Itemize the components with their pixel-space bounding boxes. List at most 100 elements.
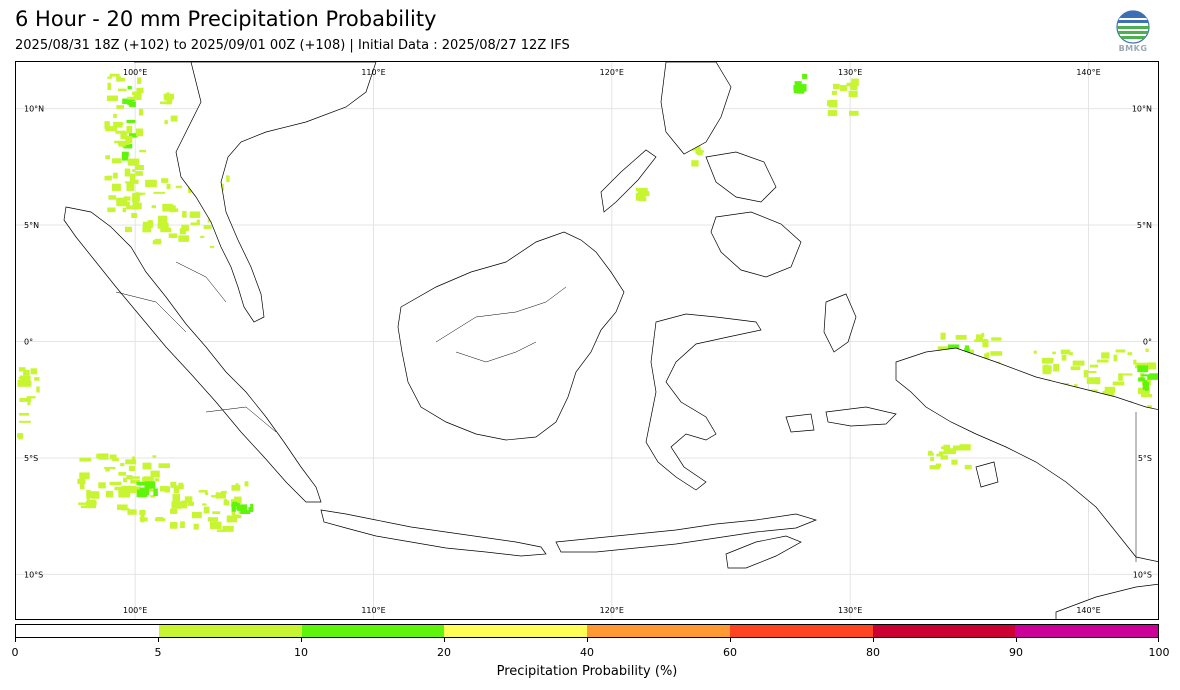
precip-cell [139, 149, 147, 153]
precip-cell [1101, 352, 1110, 359]
colorbar-tick [15, 638, 16, 642]
precip-cell [85, 504, 97, 509]
precip-cell [1060, 349, 1071, 355]
lat-tick-label-right: 5°N [1137, 221, 1152, 230]
coastline-luzon [660, 62, 732, 155]
colorbar-title: Precipitation Probability (%) [496, 664, 678, 679]
precip-cell [1096, 359, 1109, 363]
coastline-new-guinea [895, 347, 1158, 562]
precip-cell [1138, 377, 1145, 382]
precip-cell [105, 468, 110, 472]
precip-cell [166, 184, 171, 190]
precip-cell [120, 462, 125, 467]
precip-cell [189, 211, 201, 218]
precip-cell [79, 457, 92, 462]
precip-cell [23, 369, 30, 376]
precip-cell [1133, 359, 1137, 365]
precip-cell [202, 503, 207, 506]
precip-cell [122, 143, 131, 148]
precip-cell [848, 110, 859, 116]
precip-cell [128, 133, 138, 138]
colorbar-tick [444, 638, 445, 642]
precip-cell [162, 203, 173, 212]
precip-cell [153, 488, 158, 497]
precip-cell [122, 207, 127, 213]
precip-cell [1104, 386, 1116, 393]
precip-region [927, 444, 972, 470]
precip-cell [839, 85, 848, 91]
precip-cell [127, 96, 137, 100]
precip-cell [105, 490, 114, 498]
precip-cell [17, 433, 24, 438]
precip-cell [166, 98, 173, 104]
precip-region [104, 73, 147, 213]
precip-cell [1041, 357, 1054, 362]
precip-cell [113, 113, 117, 118]
precip-cell [28, 381, 32, 387]
precip-cell [86, 493, 90, 500]
precip-cell [89, 491, 96, 499]
precip-cell [212, 511, 221, 515]
lat-tick-label-right: 5°S [1138, 454, 1152, 463]
lat-tick-label-left: 10°S [24, 570, 43, 579]
precip-cell [226, 175, 230, 183]
precip-cell [78, 502, 90, 505]
precip-cell [151, 205, 156, 209]
precip-cell [126, 182, 135, 191]
lat-tick-label-left: 5°S [24, 454, 38, 463]
precip-cell [947, 344, 960, 351]
coastline-palawan [600, 149, 657, 213]
coastline-borneo [397, 231, 625, 441]
precip-cell [1140, 394, 1153, 398]
precip-cell [927, 452, 934, 456]
precip-cell [135, 171, 143, 176]
precip-cell [952, 445, 962, 451]
precip-cell [166, 92, 170, 98]
precip-cell [132, 204, 138, 210]
lat-tick-label-left: 10°N [24, 105, 44, 114]
precip-cell [155, 516, 164, 520]
precip-cell [234, 515, 242, 519]
precip-cell [98, 482, 106, 489]
precip-cell [1149, 373, 1158, 379]
precip-cell [111, 183, 121, 191]
precip-cell [930, 456, 934, 461]
precip-cell [178, 235, 189, 242]
precip-cell [157, 215, 168, 223]
lat-tick-label-right: 10°N [1132, 105, 1152, 114]
precip-cell [77, 478, 86, 485]
precip-cell [118, 143, 126, 147]
precip-cell [132, 169, 136, 173]
axis-ticks: 100°E 100°E 110°E 110°E 120°E 120°E 130°E 130°E… [24, 68, 1152, 615]
precip-cell [153, 191, 166, 194]
precip-cell [236, 504, 248, 511]
precip-cell [142, 476, 154, 482]
colorbar-tick [1016, 638, 1017, 642]
precip-cell [170, 484, 176, 488]
precip-cell [635, 187, 648, 192]
precip-cell [991, 337, 1002, 341]
precip-region [136, 481, 158, 498]
precip-cell [222, 525, 234, 532]
coastline-aru [975, 461, 999, 488]
precip-cell [123, 477, 128, 483]
precip-cell [139, 509, 146, 516]
precip-cell [1145, 388, 1149, 391]
precip-cell [125, 181, 134, 184]
precip-cell [161, 178, 169, 183]
precip-cell [142, 462, 152, 470]
colorbar-tick [158, 638, 159, 642]
precip-cell [117, 140, 130, 145]
precip-cell [118, 88, 127, 92]
precip-cell [139, 517, 148, 522]
coastline-malay-peninsula [134, 62, 377, 323]
precip-cell [118, 489, 131, 498]
precip-cell [234, 496, 242, 504]
precip-cell [1122, 373, 1133, 376]
precip-cell [90, 491, 100, 499]
precip-cell [1147, 405, 1152, 409]
precip-cell [795, 84, 807, 92]
precip-cell [142, 226, 152, 233]
coastline-java [320, 509, 547, 557]
precip-cell [17, 379, 30, 387]
